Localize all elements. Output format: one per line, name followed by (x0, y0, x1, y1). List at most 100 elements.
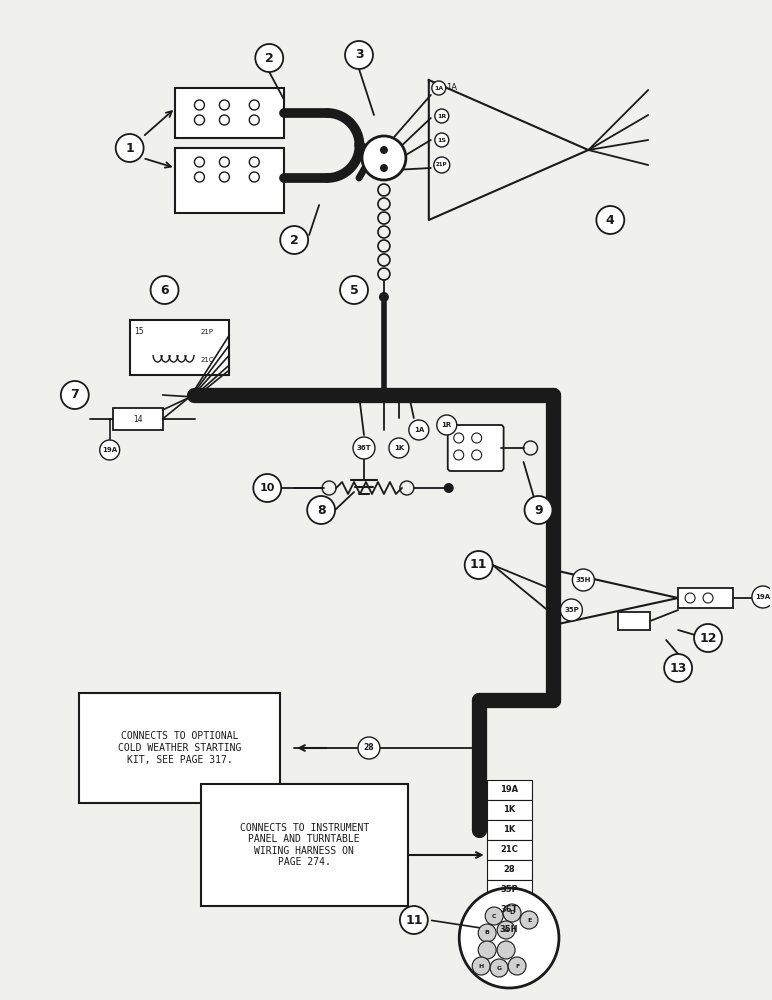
Text: 36T: 36T (500, 906, 518, 914)
Text: 1A: 1A (414, 427, 424, 433)
Circle shape (478, 924, 496, 942)
Text: 2: 2 (290, 233, 299, 246)
Text: 8: 8 (317, 504, 326, 516)
Circle shape (379, 292, 389, 302)
Text: 21C: 21C (201, 357, 215, 363)
Text: 14: 14 (133, 414, 142, 424)
Text: 19A: 19A (500, 786, 518, 794)
Circle shape (572, 569, 594, 591)
FancyBboxPatch shape (486, 860, 532, 880)
Circle shape (195, 172, 205, 182)
Circle shape (253, 474, 281, 502)
Circle shape (465, 551, 493, 579)
Circle shape (497, 921, 515, 939)
Text: 1K: 1K (503, 806, 515, 814)
FancyBboxPatch shape (174, 148, 284, 213)
Text: 5: 5 (350, 284, 358, 296)
Circle shape (249, 115, 259, 125)
FancyBboxPatch shape (486, 920, 532, 940)
FancyBboxPatch shape (486, 820, 532, 840)
Circle shape (195, 100, 205, 110)
Text: E: E (527, 918, 531, 922)
Circle shape (524, 496, 553, 524)
FancyBboxPatch shape (486, 800, 532, 820)
FancyBboxPatch shape (486, 880, 532, 900)
Circle shape (249, 100, 259, 110)
Circle shape (478, 941, 496, 959)
FancyBboxPatch shape (618, 612, 650, 630)
Circle shape (520, 911, 538, 929)
FancyBboxPatch shape (448, 425, 503, 471)
Text: 1K: 1K (503, 826, 515, 834)
Circle shape (100, 440, 120, 460)
Circle shape (249, 157, 259, 167)
Text: 11: 11 (470, 558, 487, 572)
Circle shape (437, 415, 457, 435)
Circle shape (432, 81, 445, 95)
Text: G: G (496, 966, 502, 970)
FancyBboxPatch shape (113, 408, 163, 430)
Circle shape (353, 437, 375, 459)
FancyBboxPatch shape (486, 900, 532, 920)
Circle shape (380, 164, 388, 172)
Circle shape (434, 157, 450, 173)
Circle shape (219, 157, 229, 167)
Circle shape (435, 109, 449, 123)
Text: 15: 15 (134, 328, 144, 336)
Circle shape (362, 136, 406, 180)
Circle shape (435, 133, 449, 147)
Text: 28: 28 (364, 744, 374, 752)
Circle shape (151, 276, 178, 304)
Circle shape (340, 276, 368, 304)
Circle shape (485, 907, 503, 925)
FancyBboxPatch shape (678, 588, 733, 608)
Circle shape (219, 115, 229, 125)
Text: 9: 9 (534, 504, 543, 516)
Text: 12: 12 (699, 632, 716, 645)
Text: 1R: 1R (442, 422, 452, 428)
Text: 1: 1 (125, 141, 134, 154)
Circle shape (459, 888, 559, 988)
Circle shape (400, 906, 428, 934)
Text: B: B (485, 930, 489, 936)
Circle shape (596, 206, 625, 234)
Text: 35P: 35P (500, 886, 518, 894)
Text: A: A (503, 928, 509, 932)
Circle shape (358, 737, 380, 759)
Text: 21P: 21P (436, 162, 448, 167)
Text: 35H: 35H (576, 577, 591, 583)
Circle shape (249, 172, 259, 182)
Circle shape (497, 941, 515, 959)
Text: 1S: 1S (437, 137, 446, 142)
Text: 1A: 1A (445, 84, 457, 93)
Text: 3: 3 (354, 48, 364, 62)
Circle shape (508, 957, 526, 975)
Circle shape (752, 586, 772, 608)
Text: 6: 6 (161, 284, 169, 296)
Circle shape (472, 957, 490, 975)
FancyBboxPatch shape (486, 840, 532, 860)
Circle shape (444, 483, 454, 493)
Circle shape (389, 438, 409, 458)
Circle shape (195, 157, 205, 167)
Text: D: D (510, 910, 515, 916)
Circle shape (256, 44, 283, 72)
Text: 1R: 1R (437, 113, 446, 118)
Text: 4: 4 (606, 214, 615, 227)
Text: 21P: 21P (201, 329, 214, 335)
Text: 1K: 1K (394, 445, 404, 451)
Text: H: H (479, 964, 484, 968)
Text: 19A: 19A (102, 447, 117, 453)
Circle shape (409, 420, 428, 440)
Text: CONNECTS TO OPTIONAL
COLD WEATHER STARTING
KIT, SEE PAGE 317.: CONNECTS TO OPTIONAL COLD WEATHER STARTI… (118, 731, 241, 765)
Circle shape (195, 115, 205, 125)
Circle shape (307, 496, 335, 524)
Text: CONNECTS TO INSTRUMENT
PANEL AND TURNTABLE
WIRING HARNESS ON
PAGE 274.: CONNECTS TO INSTRUMENT PANEL AND TURNTAB… (239, 823, 369, 867)
FancyBboxPatch shape (130, 320, 229, 375)
FancyBboxPatch shape (486, 780, 532, 800)
Circle shape (694, 624, 722, 652)
Text: 19A: 19A (755, 594, 770, 600)
Text: F: F (515, 964, 520, 968)
Text: 11: 11 (405, 914, 422, 926)
Circle shape (116, 134, 144, 162)
